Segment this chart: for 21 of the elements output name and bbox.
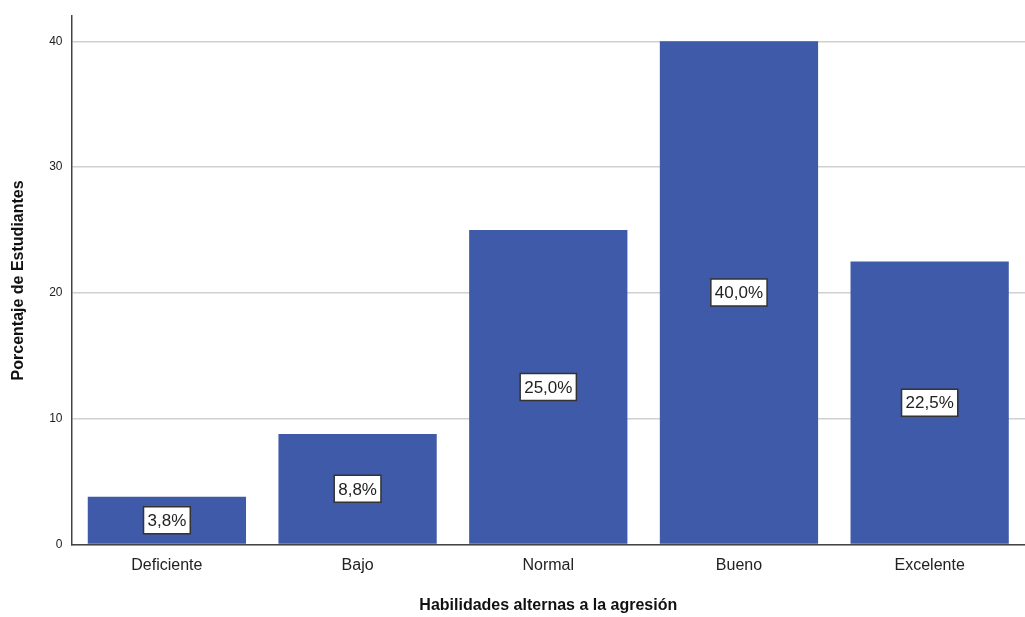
data-label: 8,8% bbox=[338, 479, 377, 499]
x-tick-label: Bajo bbox=[341, 555, 374, 573]
x-axis-title: Habilidades alternas a la agresión bbox=[419, 595, 678, 613]
bar bbox=[659, 41, 819, 544]
y-tick-label: 20 bbox=[49, 285, 63, 300]
data-label: 22,5% bbox=[905, 393, 954, 413]
bar bbox=[850, 261, 1009, 544]
bar bbox=[278, 433, 437, 544]
y-tick-label: 40 bbox=[49, 33, 63, 48]
y-tick-label: 10 bbox=[49, 411, 63, 426]
data-label: 40,0% bbox=[714, 283, 764, 303]
x-tick-label: Bueno bbox=[715, 555, 763, 573]
x-tick-label: Excelente bbox=[894, 555, 965, 573]
data-label: 3,8% bbox=[147, 511, 187, 531]
y-axis-title: Porcentaje de Estudiantes bbox=[9, 180, 27, 381]
y-tick-label: 0 bbox=[55, 536, 63, 551]
data-label: 25,0% bbox=[524, 377, 573, 397]
bar bbox=[469, 230, 628, 544]
x-tick-label: Deficiente bbox=[131, 555, 203, 573]
x-tick-label: Normal bbox=[522, 555, 575, 573]
y-tick-label: 30 bbox=[49, 159, 63, 174]
